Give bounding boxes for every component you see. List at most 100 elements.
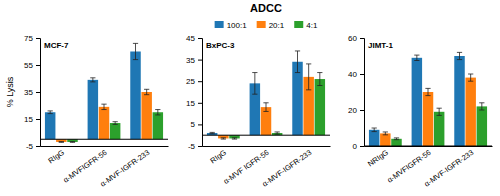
error-bar: [479, 103, 484, 110]
bar: [434, 112, 444, 146]
bar: [454, 56, 464, 146]
tick: 35: [186, 56, 202, 65]
error-bar: [437, 108, 442, 115]
series: [56, 89, 152, 142]
series: [391, 103, 487, 146]
error-bar: [59, 141, 64, 143]
tick-label: 20: [348, 106, 357, 115]
tick-label: 55: [24, 61, 33, 70]
bar: [391, 139, 401, 146]
error-bar: [232, 138, 237, 139]
tick-label: 60: [348, 34, 357, 43]
panel-label: BxPC-3: [206, 41, 235, 50]
panel: -515355575RIgGα-MVFIGFR-56α-MVF-IGFR-233…: [5, 34, 169, 189]
tick-mark: [198, 124, 202, 125]
legend-swatch: [294, 21, 303, 28]
legend-swatch: [257, 21, 266, 28]
tick-label: 15: [186, 99, 195, 108]
error-bar: [383, 132, 388, 135]
error-bar: [295, 51, 300, 73]
tick: α-MVF-IGFR-233: [99, 146, 152, 189]
tick: α-MVF-IGFR-233: [423, 146, 476, 189]
error-bar: [113, 122, 118, 125]
bar: [423, 92, 433, 146]
legend-item: 100:1: [215, 21, 248, 30]
panel-label: JIMT-1: [368, 41, 393, 50]
tick-label: 0: [353, 142, 358, 151]
bar: [45, 112, 55, 139]
bar: [477, 106, 487, 146]
tick-mark: [198, 146, 202, 147]
y-axis: 0 20 40 60: [348, 34, 364, 151]
panel: 0204060NRIgGα-MVFIGFR-56α-MVF-IGFR-233JI…: [348, 34, 492, 189]
bar: [130, 52, 140, 140]
tick-label: 25: [186, 77, 195, 86]
axis-line: [36, 39, 41, 147]
tick: 15: [24, 115, 40, 124]
error-bar: [414, 55, 419, 60]
tick-mark: [360, 74, 364, 75]
error-bar: [155, 110, 160, 115]
tick-mark: [360, 110, 364, 111]
axis-line: [198, 39, 203, 147]
error-bar: [263, 103, 268, 112]
tick-mark: [36, 65, 40, 66]
error-bar: [275, 132, 280, 134]
series: [229, 73, 325, 140]
tick-mark: [198, 81, 202, 82]
error-bar: [144, 89, 149, 94]
tick-mark: [36, 119, 40, 120]
bar: [141, 92, 151, 139]
tick-mark: [36, 92, 40, 93]
bar: [412, 58, 422, 146]
error-bar: [468, 74, 473, 81]
error-bar: [252, 73, 257, 95]
tick: 35: [24, 88, 40, 97]
tick-label: -5: [26, 142, 34, 151]
legend-label: 20:1: [269, 21, 285, 30]
error-bar: [317, 73, 322, 86]
legend-item: 20:1: [257, 21, 285, 30]
tick: 20: [348, 106, 364, 115]
bar: [99, 107, 109, 139]
legend: 100:1 20:1 4:1: [215, 21, 318, 30]
x-axis: RIgGα-MVF IGFR-56α-MVF-IGFR-233: [203, 146, 331, 189]
tick: 40: [348, 70, 364, 79]
tick-label: 35: [186, 56, 195, 65]
axis-line: [365, 146, 493, 147]
axis-line: [41, 146, 169, 147]
error-bar: [394, 138, 399, 140]
tick: NRIgG: [366, 146, 390, 168]
tick-mark: [198, 38, 202, 39]
series: [207, 51, 303, 135]
zero-line: [364, 146, 492, 147]
tick: -5: [188, 142, 202, 151]
series: [218, 64, 314, 139]
bar: [380, 133, 390, 146]
bar: [369, 130, 379, 146]
legend-item: 4:1: [294, 21, 318, 30]
bar: [465, 78, 475, 146]
error-bar: [133, 43, 138, 59]
tick-mark: [198, 103, 202, 104]
tick: 45: [186, 34, 202, 43]
tick: -5: [26, 142, 40, 151]
error-bar: [48, 111, 53, 114]
error-bar: [425, 88, 430, 95]
tick-mark: [36, 38, 40, 39]
tick: 15: [186, 99, 202, 108]
tick-label: α-MVF-IGFR-233: [99, 148, 152, 189]
error-bar: [70, 141, 75, 143]
plot-area: [202, 51, 330, 139]
tick: 55: [24, 61, 40, 70]
bar: [88, 80, 98, 139]
tick: 60: [348, 34, 364, 43]
y-axis: -5515253545: [186, 34, 202, 151]
tick-label: RIgG: [208, 148, 228, 166]
series: [67, 110, 163, 143]
series: [369, 52, 465, 146]
tick-mark: [198, 60, 202, 61]
error-bar: [457, 52, 462, 59]
tick-label: 15: [24, 115, 33, 124]
error-bar: [210, 132, 215, 133]
